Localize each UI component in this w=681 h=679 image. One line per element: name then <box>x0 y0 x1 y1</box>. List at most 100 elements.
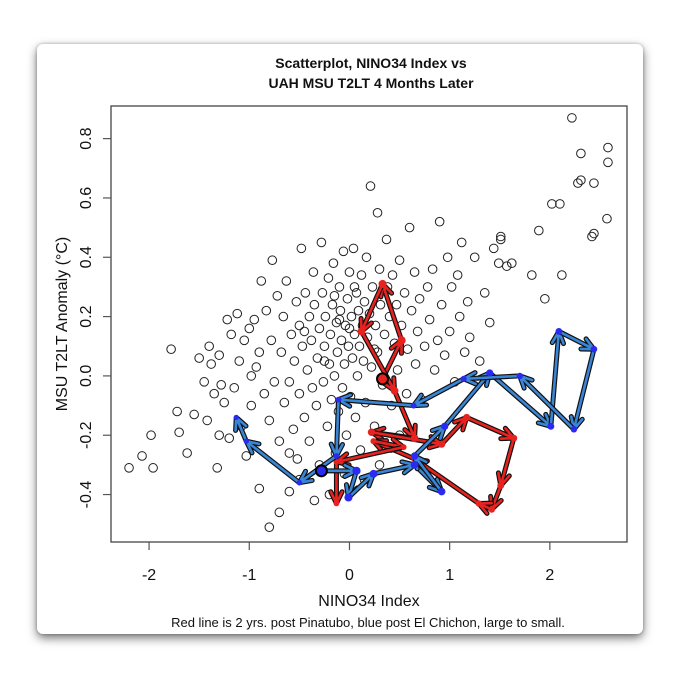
path-point <box>516 372 523 380</box>
data-point <box>148 463 158 473</box>
x-tick-label: 2 <box>545 567 554 584</box>
data-point <box>587 231 597 242</box>
data-point <box>394 255 405 266</box>
data-point <box>124 463 134 473</box>
data-point <box>246 400 257 411</box>
data-point <box>311 400 322 411</box>
data-point <box>341 430 352 441</box>
data-point <box>338 246 349 257</box>
data-point <box>567 113 577 123</box>
data-point <box>402 344 413 355</box>
data-point <box>319 356 330 366</box>
data-point <box>324 359 335 369</box>
data-point <box>346 311 357 322</box>
data-point <box>222 314 233 325</box>
data-point <box>272 291 283 301</box>
data-point <box>279 397 290 408</box>
path-point <box>352 466 361 475</box>
data-point <box>300 288 311 298</box>
path-point <box>369 469 378 478</box>
path-point <box>333 453 340 459</box>
y-tick-label: 0.6 <box>78 187 95 209</box>
path-point <box>333 458 340 465</box>
data-point <box>334 314 345 325</box>
data-point <box>374 264 385 274</box>
data-point <box>214 430 225 441</box>
data-point <box>366 362 377 372</box>
data-point <box>269 377 280 387</box>
path-point <box>488 506 496 513</box>
data-point <box>259 388 270 399</box>
data-point <box>202 415 212 426</box>
data-point <box>172 406 182 417</box>
data-point <box>547 199 557 209</box>
data-point <box>589 228 599 239</box>
data-point <box>356 270 367 280</box>
data-point <box>344 323 355 334</box>
data-point <box>304 311 315 322</box>
path-point <box>475 500 482 507</box>
data-point <box>316 237 327 248</box>
data-point <box>348 243 359 254</box>
data-point <box>424 314 435 325</box>
data-point <box>459 347 470 357</box>
data-point <box>292 454 303 464</box>
data-point <box>294 320 305 331</box>
data-point <box>288 424 299 435</box>
data-point <box>331 317 342 328</box>
y-tick-label: 0.2 <box>78 305 95 327</box>
data-point <box>401 388 412 399</box>
data-point <box>602 213 612 224</box>
data-point <box>286 329 297 340</box>
data-point <box>367 282 378 292</box>
data-point <box>284 486 295 497</box>
path-point <box>438 440 446 448</box>
x-tick-label: 0 <box>345 567 354 584</box>
path-point <box>570 426 578 433</box>
data-point <box>454 311 465 322</box>
data-point <box>375 299 386 310</box>
data-point <box>229 382 240 393</box>
data-point <box>137 451 147 461</box>
data-point <box>234 356 245 366</box>
data-point <box>329 291 340 301</box>
path-point <box>555 328 563 335</box>
data-point <box>276 347 287 357</box>
data-point <box>439 350 450 360</box>
data-point <box>328 258 339 268</box>
data-point <box>349 329 360 340</box>
path-point <box>296 479 303 486</box>
y-tick-label: 0.8 <box>78 127 95 149</box>
data-point <box>409 267 420 277</box>
path-point <box>367 428 376 436</box>
data-point <box>320 311 331 322</box>
data-point <box>296 243 307 254</box>
path-point <box>590 345 598 353</box>
data-point <box>336 335 347 346</box>
x-axis-label: NINO34 Index <box>318 593 419 610</box>
plot-frame <box>110 105 628 543</box>
data-point <box>412 326 423 337</box>
data-point <box>573 178 583 188</box>
path-point <box>410 402 417 409</box>
data-point <box>414 293 425 304</box>
path-point <box>344 493 353 502</box>
data-point <box>534 225 544 236</box>
data-point <box>344 267 355 277</box>
data-point <box>493 258 504 268</box>
path-point <box>335 396 342 403</box>
data-point <box>379 329 390 340</box>
data-point <box>226 329 237 340</box>
data-point <box>399 288 410 298</box>
data-point <box>291 296 302 307</box>
data-point <box>304 436 315 446</box>
data-point <box>264 522 275 532</box>
data-point <box>353 305 364 316</box>
data-point <box>209 388 219 399</box>
data-point <box>299 412 310 423</box>
data-point <box>352 371 363 381</box>
data-point <box>576 148 586 159</box>
data-point <box>576 175 586 185</box>
data-point <box>302 365 313 375</box>
